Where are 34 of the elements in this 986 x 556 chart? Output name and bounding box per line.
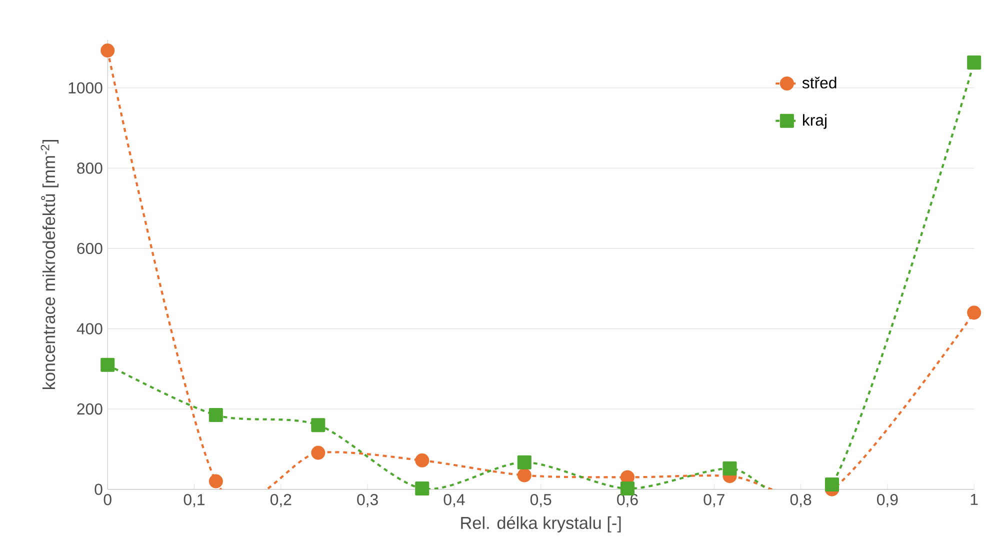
point [100,44,115,58]
point [415,482,430,496]
point [722,462,737,476]
x-axis-title: Rel. délka krystalu [-] [461,516,621,533]
y-tick-label: 800 [77,162,102,174]
point [824,478,840,492]
y-tick-label: 1000 [68,82,102,94]
x-tick-label: 1 [970,494,978,506]
x-tick-label: 0,8 [790,494,812,508]
point [517,455,532,470]
point [967,56,982,70]
x-tick-label: 0,4 [444,494,465,508]
point [208,408,223,422]
x-tick-label: 0,5 [530,494,552,508]
point [967,306,982,320]
point [517,468,532,482]
x-tick-label: 0,3 [357,494,378,508]
y-tick-label: 200 [77,404,102,415]
legend-label: kraj [803,114,826,129]
point [100,358,115,372]
y-tick-label: 600 [77,242,102,254]
x-tick-label: 0,7 [704,494,724,508]
x-tick-label: 0,2 [270,494,292,508]
point [311,446,326,460]
y-tick-label: 0 [94,484,102,496]
y-axis-title: koncentrace mikrodefektů [mm$^{-2}$] [40,140,59,390]
x-tick-label: 0 [104,494,112,506]
point [208,474,223,488]
point [311,418,326,432]
y-tick-label: 400 [76,323,102,334]
x-tick-label: 0,9 [877,494,898,508]
legend-label: střed [802,76,836,89]
point [415,453,430,468]
x-tick-label: 0,1 [184,494,205,508]
